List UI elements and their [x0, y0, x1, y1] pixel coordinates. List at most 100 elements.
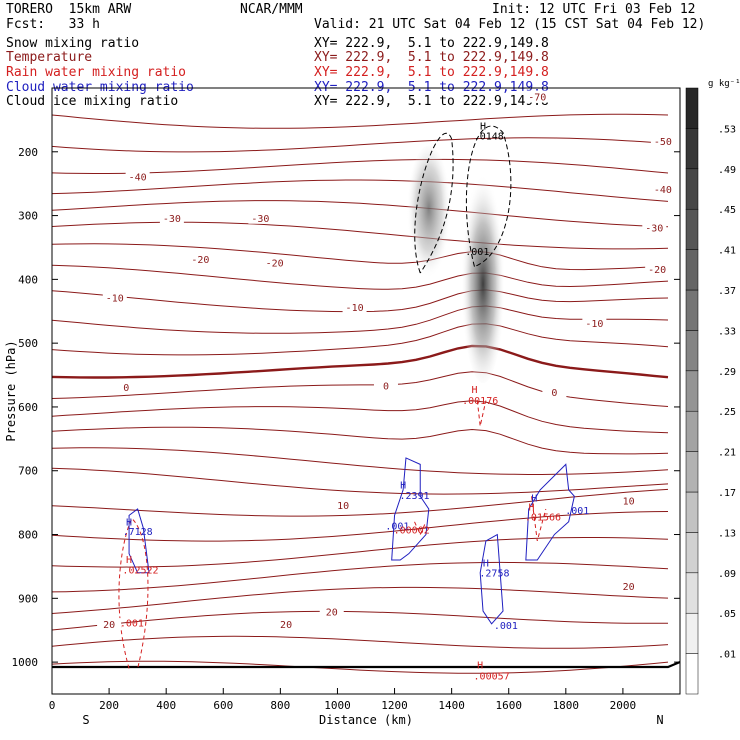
- isotherm-label: 0: [123, 383, 129, 394]
- header-center: NCAR/MMM: [240, 2, 303, 17]
- colorbar-swatch: [685, 128, 699, 170]
- isotherm-labels: -50 -40 -40 -30 -30 -30 -20 -20 -20 -10 -10 -10 0 0 0 1…: [97, 90, 675, 631]
- isotherm-label-bg: [102, 291, 127, 304]
- colorbar-tick-label: .41: [718, 246, 736, 257]
- isotherm-label: -10: [106, 294, 124, 305]
- isotherm-label: -20: [648, 265, 666, 276]
- x-tick-label: 0: [49, 699, 56, 712]
- isotherm-line: [51, 400, 669, 434]
- contour-annotation: H: [471, 385, 477, 396]
- rain-water-contour: [531, 496, 547, 542]
- colorbar-unit: g kg⁻¹: [708, 79, 740, 89]
- colorbar-swatch: [685, 410, 699, 452]
- isotherm-label-bg: [582, 317, 607, 330]
- contour-annotation: .02522: [122, 565, 158, 576]
- contour-annotation: .001: [494, 621, 518, 632]
- isotherm-label-bg: [542, 385, 567, 398]
- header-init: Init: 12 UTC Fri 03 Feb 12: [492, 2, 696, 17]
- x-tick-label: 200: [99, 699, 119, 712]
- isotherm-label: -20: [191, 255, 209, 266]
- contour-annotation: H: [480, 121, 486, 132]
- contour-annotation: .01566: [525, 512, 561, 523]
- isotherm-line: [51, 467, 669, 495]
- y-tick-label: 300: [18, 210, 38, 223]
- contour-annotation: H: [477, 660, 483, 671]
- isotherm-line: [51, 200, 669, 228]
- rain-water-contour: [476, 400, 487, 427]
- contour-annotation: .7128: [123, 527, 153, 538]
- colorbar-swatch: [685, 451, 699, 493]
- isotherm-label-bg: [331, 498, 356, 511]
- y-tick-label: 700: [18, 465, 38, 478]
- legend-snow-xy: XY= 222.9, 5.1 to 222.9,149.8: [314, 36, 549, 51]
- colorbar-swatch: [685, 289, 699, 331]
- colorbar-swatch: [685, 208, 699, 250]
- contour-annotation: .00002: [394, 525, 430, 536]
- x-end-label-north: N: [656, 713, 663, 727]
- isotherm-label-bg: [319, 605, 344, 618]
- contour-annotations: H.0148.001H.00176H.7128H.02522.001H.2391…: [120, 121, 589, 682]
- x-tick-label: 1200: [381, 699, 408, 712]
- y-tick-label: 200: [18, 146, 38, 159]
- isotherm-label-bg: [642, 221, 667, 234]
- colorbar-tick-label: .09: [718, 569, 736, 580]
- y-tick-label: 800: [18, 529, 38, 542]
- snow-blob: [461, 162, 506, 383]
- isotherm-line: [51, 610, 669, 631]
- x-tick-label: 2000: [610, 699, 637, 712]
- isotherm-line: [51, 179, 669, 202]
- contour-annotation: .001: [385, 521, 409, 532]
- x-tick-label: 1600: [495, 699, 522, 712]
- cloud-ice-contour: [465, 125, 512, 268]
- legend-temperature-label: Temperature: [6, 50, 93, 65]
- isotherm-label-bg: [616, 494, 641, 507]
- rain-water-contour: [118, 517, 149, 669]
- legend-cloudice-label: Cloud ice mixing ratio: [6, 94, 179, 109]
- contour-annotation: H: [126, 555, 132, 566]
- colorbar-swatch: [685, 491, 699, 533]
- isotherm-label: 0: [551, 388, 557, 399]
- x-tick-label: 1000: [324, 699, 351, 712]
- isotherm-label-bg: [373, 379, 398, 392]
- isotherm-label: -30: [163, 214, 181, 225]
- isotherm-line: [51, 586, 669, 614]
- isotherm-label: 10: [623, 496, 635, 507]
- colorbar-swatch: [685, 612, 699, 654]
- y-axis-label: Pressure (hPa): [4, 340, 18, 441]
- isotherm-label-bg: [125, 170, 150, 183]
- colorbar-swatch: [685, 168, 699, 210]
- contour-annotation: .00176: [462, 396, 498, 407]
- isotherm-label-bg: [188, 253, 213, 266]
- isotherm-label: 0: [383, 382, 389, 393]
- colorbar-swatch: [685, 370, 699, 412]
- isotherm-label-bg: [159, 211, 184, 224]
- temperature-isotherms: [51, 113, 681, 674]
- contour-annotation: .00057: [474, 671, 510, 682]
- isotherm-label: -10: [346, 303, 364, 314]
- colorbar-tick-label: .33: [718, 326, 736, 337]
- isotherm-line: [51, 305, 669, 334]
- isotherm-label-bg: [650, 183, 675, 196]
- isotherm-label-bg: [616, 579, 641, 592]
- colorbar-tick-label: .49: [718, 165, 736, 176]
- colorbar-tick-label: .37: [718, 286, 736, 297]
- y-tick-label: 500: [18, 337, 38, 350]
- cloud-water-contour: [525, 463, 575, 561]
- colorbar-tick-label: .45: [718, 205, 736, 216]
- y-tick-label: 1000: [12, 656, 39, 669]
- contour-annotation: H: [400, 481, 406, 492]
- isotherm-line: [51, 488, 669, 517]
- isotherm-label: -40: [129, 172, 147, 183]
- contour-annotation: .001: [565, 506, 589, 517]
- cloud-water-contour: [391, 457, 430, 561]
- colorbar-tick-label: .17: [718, 488, 736, 499]
- plot-frame: [51, 87, 681, 695]
- legend-temperature-xy: XY= 222.9, 5.1 to 222.9,149.8: [314, 50, 549, 65]
- colorbar-swatch: [685, 249, 699, 291]
- legend-snow-label: Snow mixing ratio: [6, 36, 140, 51]
- isotherm-line: [51, 426, 669, 455]
- isotherm-line: [51, 323, 669, 356]
- colorbar-tick-label: .01: [718, 650, 736, 661]
